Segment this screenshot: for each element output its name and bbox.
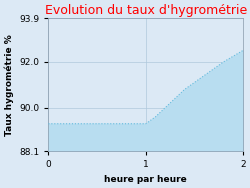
Y-axis label: Taux hygrométrie %: Taux hygrométrie % — [4, 34, 14, 136]
X-axis label: heure par heure: heure par heure — [104, 175, 187, 184]
Title: Evolution du taux d'hygrométrie: Evolution du taux d'hygrométrie — [44, 4, 247, 17]
